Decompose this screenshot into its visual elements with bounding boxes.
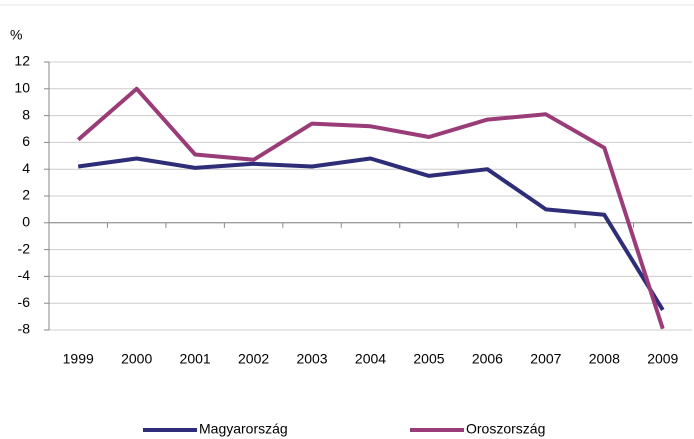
y-tick-label: 6 (22, 133, 30, 149)
x-tick-label: 2007 (530, 351, 561, 367)
y-tick-label: 12 (14, 53, 30, 69)
y-tick-label: -6 (18, 294, 31, 310)
y-tick-label: -4 (18, 267, 31, 283)
y-tick-label: 0 (22, 214, 30, 230)
series-line (76, 86, 665, 330)
y-tick-label: -8 (18, 321, 31, 337)
y-tick-label: 4 (22, 160, 30, 176)
x-tick-label: 2003 (296, 351, 327, 367)
x-tick-label: 2009 (647, 351, 678, 367)
series-line (77, 156, 665, 311)
x-tick-label: 2008 (589, 351, 620, 367)
y-unit: % (10, 27, 22, 43)
x-tick-label: 2006 (472, 351, 503, 367)
x-tick-label: 2002 (238, 351, 269, 367)
x-tick-label: 2004 (355, 351, 386, 367)
y-tick-label: 8 (22, 106, 30, 122)
x-tick-label: 2000 (121, 351, 152, 367)
y-tick-label: 10 (14, 80, 30, 96)
x-tick-label: 1999 (63, 351, 94, 367)
y-tick-label: 2 (22, 187, 30, 203)
legend-label: Oroszország (466, 421, 545, 437)
x-tick-label: 2001 (180, 351, 211, 367)
legend-label: Magyarország (199, 421, 288, 437)
x-tick-label: 2005 (413, 351, 444, 367)
y-tick-label: -2 (18, 240, 31, 256)
